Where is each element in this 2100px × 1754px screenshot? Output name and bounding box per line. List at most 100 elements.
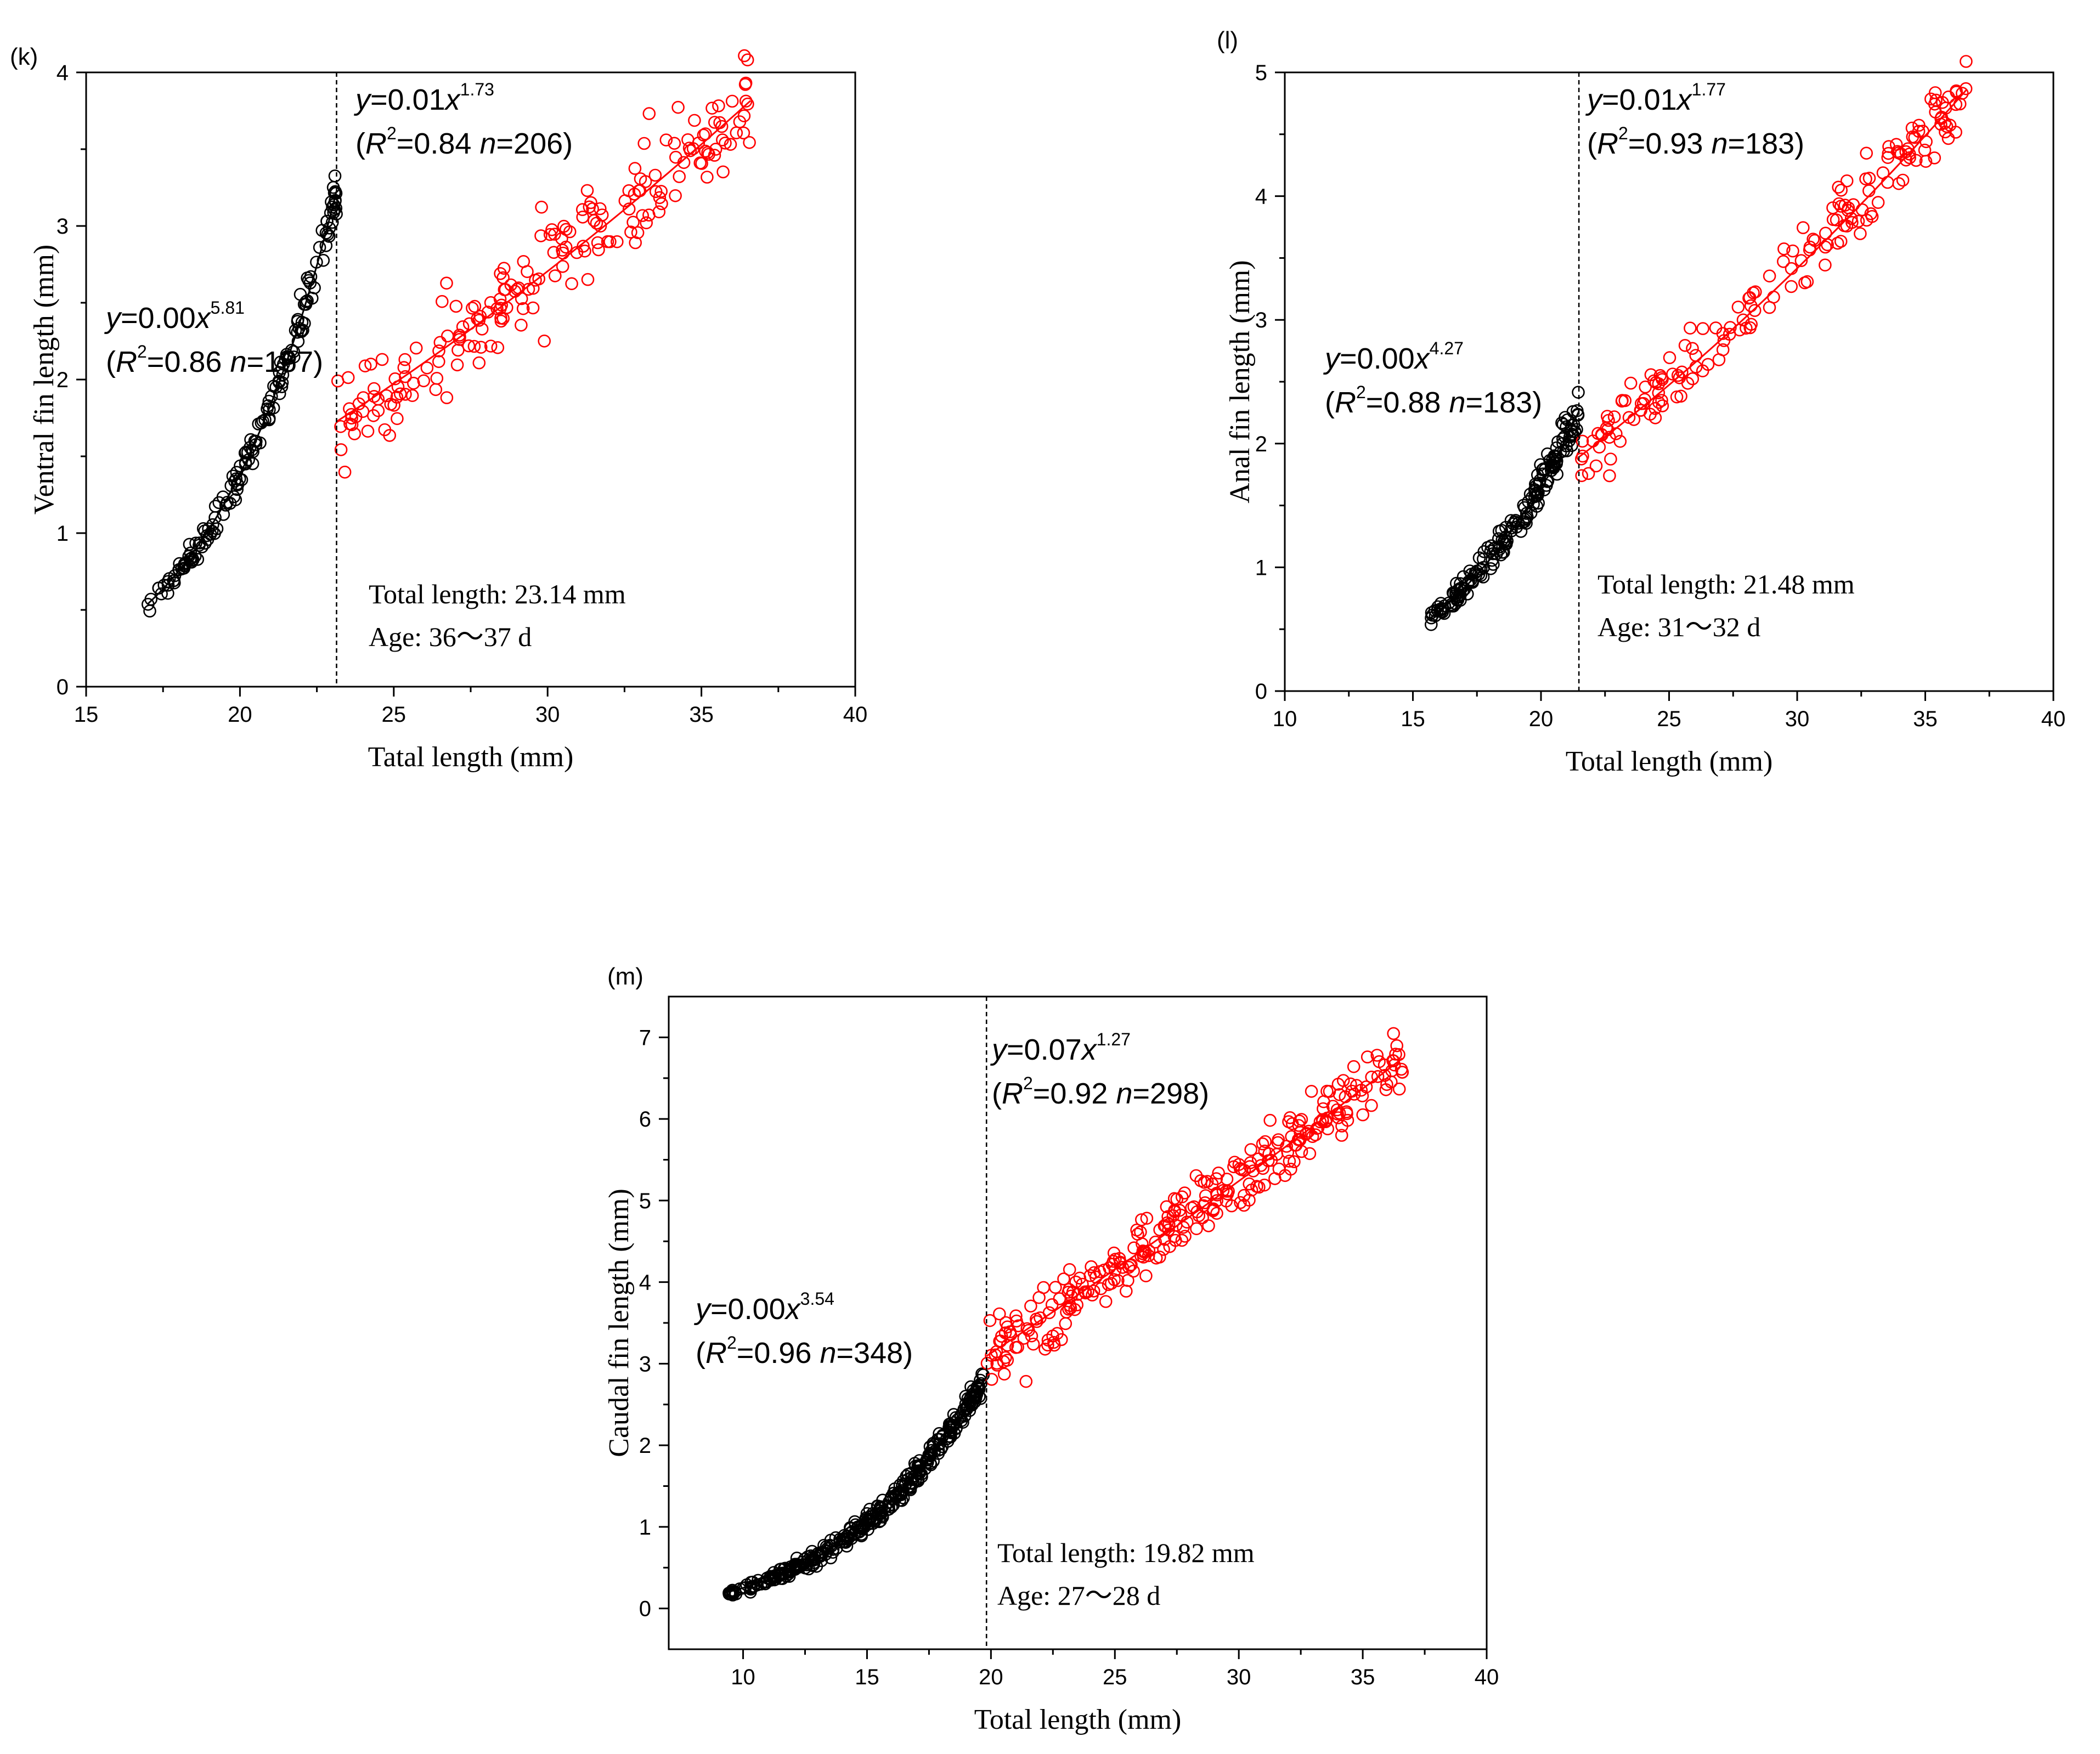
data-point: [584, 196, 597, 210]
data-point: [1717, 334, 1731, 347]
data-point: [1190, 1222, 1203, 1235]
data-point: [155, 587, 168, 601]
data-point: [1030, 1315, 1043, 1328]
panel-label: (k): [10, 43, 38, 70]
data-point: [267, 401, 280, 415]
data-point: [1060, 1305, 1073, 1319]
data-point: [1385, 1075, 1398, 1089]
data-point: [287, 345, 301, 358]
x-tick-label: 25: [382, 703, 407, 727]
data-point: [1212, 1166, 1225, 1180]
y-tick-label: 3: [57, 214, 69, 239]
data-point: [631, 226, 645, 240]
data-point: [1371, 1070, 1385, 1083]
data-point: [595, 208, 609, 222]
y-tick-label: 1: [639, 1515, 651, 1540]
data-point: [1272, 1162, 1286, 1176]
data-point: [475, 322, 489, 336]
data-point: [1905, 121, 1919, 135]
data-point: [995, 1329, 1008, 1343]
data-point: [739, 94, 753, 108]
data-point: [1653, 369, 1667, 382]
data-point: [737, 126, 750, 140]
data-point: [1178, 1186, 1192, 1199]
data-point: [325, 195, 338, 208]
data-point: [1859, 172, 1872, 186]
data-point: [345, 418, 359, 432]
data-point: [1059, 1317, 1072, 1331]
data-point: [494, 302, 507, 315]
y-tick-label: 2: [639, 1434, 651, 1458]
data-point: [1185, 1201, 1198, 1215]
data-point: [1603, 469, 1616, 483]
data-point: [923, 1448, 937, 1462]
y-tick-label: 0: [57, 675, 69, 699]
data-point: [1317, 1102, 1330, 1116]
data-point: [1292, 1114, 1306, 1128]
equation-after-inflection-stats: (R2=0.84 n=206): [355, 123, 573, 160]
data-point: [1344, 1077, 1357, 1091]
data-point: [1624, 376, 1638, 390]
data-point: [144, 592, 158, 606]
data-point: [399, 388, 412, 401]
data-point: [1956, 87, 1969, 100]
data-point: [697, 128, 710, 142]
data-point: [1174, 1208, 1188, 1222]
data-point: [1019, 1374, 1033, 1388]
x-tick-label: 10: [1273, 707, 1297, 731]
data-point: [997, 1355, 1011, 1368]
data-point: [1042, 1306, 1056, 1320]
data-point: [741, 53, 754, 66]
data-point: [642, 107, 656, 120]
data-point: [1254, 1159, 1268, 1172]
data-point: [521, 265, 534, 279]
data-point: [1950, 84, 1963, 98]
data-point: [1331, 1078, 1345, 1091]
data-point: [640, 216, 653, 230]
data-point: [699, 127, 712, 140]
x-tick-label: 20: [228, 703, 252, 727]
data-point: [384, 398, 398, 411]
data-point: [1636, 397, 1650, 410]
data-point: [1292, 1119, 1306, 1132]
data-point: [1321, 1122, 1334, 1135]
data-point: [1094, 1282, 1108, 1295]
data-point: [1602, 414, 1615, 427]
data-point: [1644, 408, 1657, 421]
y-axis-label: Ventral fin length (mm): [29, 245, 60, 514]
data-point: [1107, 1254, 1120, 1268]
data-point: [1135, 1213, 1148, 1226]
data-point: [601, 235, 614, 248]
data-point: [1743, 291, 1757, 304]
data-point: [1831, 236, 1844, 250]
data-point: [474, 341, 488, 354]
data-point: [1227, 1160, 1240, 1174]
data-point: [230, 466, 244, 479]
data-point: [1854, 227, 1867, 240]
data-point: [708, 116, 721, 129]
data-point: [1724, 321, 1737, 334]
data-point: [1786, 244, 1799, 258]
data-point: [323, 221, 336, 235]
data-point: [1819, 258, 1832, 272]
data-point: [701, 146, 714, 159]
data-point: [208, 527, 221, 540]
data-point: [484, 340, 498, 353]
data-point: [1303, 1147, 1317, 1161]
data-point: [1252, 1180, 1266, 1194]
data-point: [1576, 434, 1589, 448]
data-point: [228, 474, 241, 488]
x-tick-label: 40: [2041, 707, 2066, 731]
data-point: [1681, 376, 1695, 390]
equation-after-inflection-stats: (R2=0.93 n=183): [1587, 123, 1804, 160]
data-point: [1390, 1039, 1403, 1053]
x-tick-label: 20: [1529, 707, 1554, 731]
data-point: [840, 1540, 854, 1553]
data-point: [366, 409, 380, 422]
y-tick-label: 4: [639, 1271, 651, 1295]
data-point: [669, 150, 682, 164]
data-point: [1830, 213, 1843, 227]
data-point: [857, 1520, 871, 1534]
x-tick-label: 40: [843, 703, 868, 727]
data-point: [1860, 213, 1873, 227]
